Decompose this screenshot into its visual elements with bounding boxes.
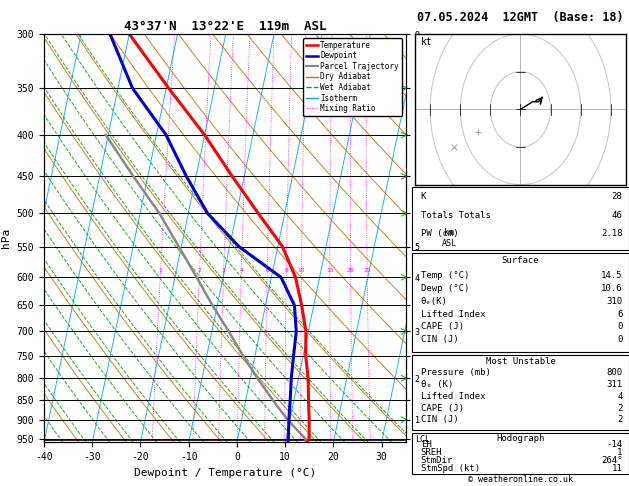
Text: -14: -14	[606, 440, 623, 449]
Text: kt: kt	[421, 37, 433, 47]
Text: 10: 10	[298, 268, 305, 273]
Text: 46: 46	[612, 211, 623, 220]
Text: Surface: Surface	[502, 256, 539, 265]
Text: 311: 311	[606, 380, 623, 389]
Text: K: K	[421, 192, 426, 201]
Text: Hodograph: Hodograph	[496, 434, 545, 443]
Legend: Temperature, Dewpoint, Parcel Trajectory, Dry Adiabat, Wet Adiabat, Isotherm, Mi: Temperature, Dewpoint, Parcel Trajectory…	[303, 38, 402, 116]
Text: CAPE (J): CAPE (J)	[421, 403, 464, 413]
Text: 15: 15	[326, 268, 333, 273]
Text: Most Unstable: Most Unstable	[486, 357, 555, 366]
Text: 11: 11	[612, 464, 623, 473]
Text: 2.18: 2.18	[601, 229, 623, 238]
Y-axis label: hPa: hPa	[1, 228, 11, 248]
Text: 25: 25	[364, 268, 371, 273]
Text: Lifted Index: Lifted Index	[421, 392, 485, 401]
Text: 07.05.2024  12GMT  (Base: 18): 07.05.2024 12GMT (Base: 18)	[417, 11, 624, 24]
Text: StmSpd (kt): StmSpd (kt)	[421, 464, 480, 473]
Text: 10.6: 10.6	[601, 284, 623, 293]
Text: 6: 6	[265, 268, 269, 273]
Text: 20: 20	[347, 268, 354, 273]
Text: 4: 4	[240, 268, 243, 273]
Text: EH: EH	[421, 440, 431, 449]
Text: 0: 0	[617, 335, 623, 345]
Text: 3: 3	[222, 268, 226, 273]
Text: 8: 8	[284, 268, 288, 273]
Title: 43°37'N  13°22'E  119m  ASL: 43°37'N 13°22'E 119m ASL	[124, 20, 326, 33]
Text: 0: 0	[617, 323, 623, 331]
Text: 310: 310	[606, 296, 623, 306]
Text: Dewp (°C): Dewp (°C)	[421, 284, 469, 293]
Text: 4: 4	[617, 392, 623, 401]
Text: © weatheronline.co.uk: © weatheronline.co.uk	[468, 475, 573, 485]
Text: PW (cm): PW (cm)	[421, 229, 459, 238]
X-axis label: Dewpoint / Temperature (°C): Dewpoint / Temperature (°C)	[134, 468, 316, 478]
Text: 1: 1	[617, 448, 623, 457]
Text: θₑ(K): θₑ(K)	[421, 296, 448, 306]
Text: 800: 800	[606, 368, 623, 377]
Text: Lifted Index: Lifted Index	[421, 310, 485, 318]
Text: 2: 2	[617, 403, 623, 413]
Text: CIN (J): CIN (J)	[421, 335, 459, 345]
Text: Temp (°C): Temp (°C)	[421, 271, 469, 279]
Text: 2: 2	[617, 416, 623, 424]
Y-axis label: km
ASL: km ASL	[442, 228, 457, 248]
Text: CAPE (J): CAPE (J)	[421, 323, 464, 331]
Text: SREH: SREH	[421, 448, 442, 457]
Text: Pressure (mb): Pressure (mb)	[421, 368, 491, 377]
Text: 6: 6	[617, 310, 623, 318]
Text: 2: 2	[198, 268, 201, 273]
Text: StmDir: StmDir	[421, 456, 453, 465]
Text: 14.5: 14.5	[601, 271, 623, 279]
Text: Totals Totals: Totals Totals	[421, 211, 491, 220]
Text: 264°: 264°	[601, 456, 623, 465]
Text: CIN (J): CIN (J)	[421, 416, 459, 424]
Text: 1: 1	[159, 268, 162, 273]
Text: 28: 28	[612, 192, 623, 201]
Text: θₑ (K): θₑ (K)	[421, 380, 453, 389]
